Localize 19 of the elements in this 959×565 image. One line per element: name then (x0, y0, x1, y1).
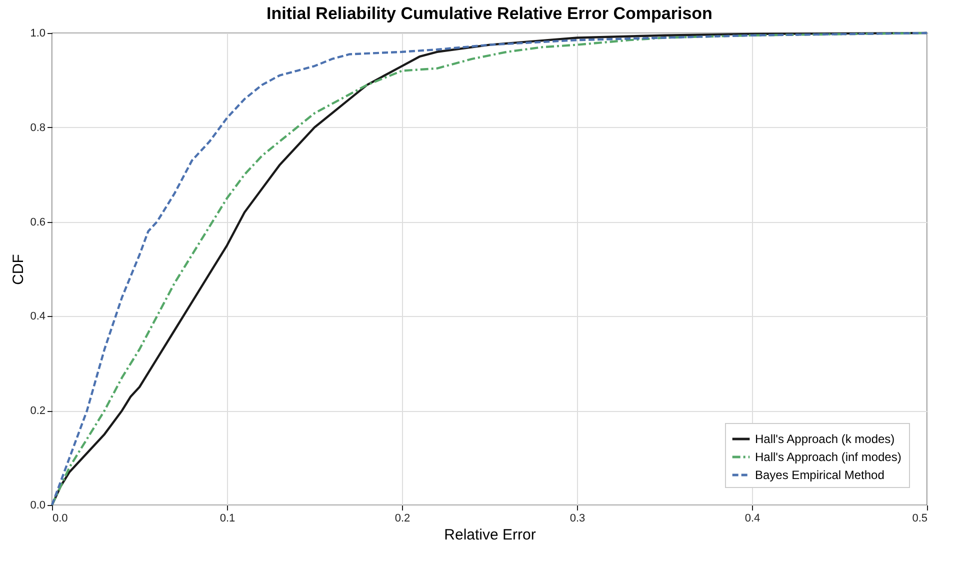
y-tick-label: 0.0 (30, 500, 46, 512)
x-tick-label: 0.3 (570, 512, 586, 524)
y-tick-label: 0.4 (30, 310, 46, 323)
y-tick-label: 0.2 (30, 405, 46, 418)
y-tick-label: 0.8 (30, 122, 46, 134)
legend-label: Hall's Approach (k modes) (755, 432, 895, 446)
legend-label: Hall's Approach (inf modes) (755, 450, 902, 464)
x-tick-label: 0.4 (744, 512, 760, 524)
x-tick-label: 0.2 (394, 512, 410, 524)
y-tick-label: 0.6 (30, 216, 46, 228)
x-tick-label: 0.1 (220, 512, 236, 524)
y-tick-label: 1.0 (30, 28, 46, 40)
x-axis-title: Relative Error (444, 526, 536, 544)
line-series (50, 32, 928, 506)
chart-title: Initial Reliability Cumulative Relative Error Comparison (266, 4, 712, 23)
x-tick-label: 0.0 (52, 512, 68, 524)
y-axis-title: CDF (10, 254, 28, 285)
legend-label: Bayes Empirical Method (755, 468, 884, 482)
x-tick-label: 0.5 (912, 512, 928, 524)
